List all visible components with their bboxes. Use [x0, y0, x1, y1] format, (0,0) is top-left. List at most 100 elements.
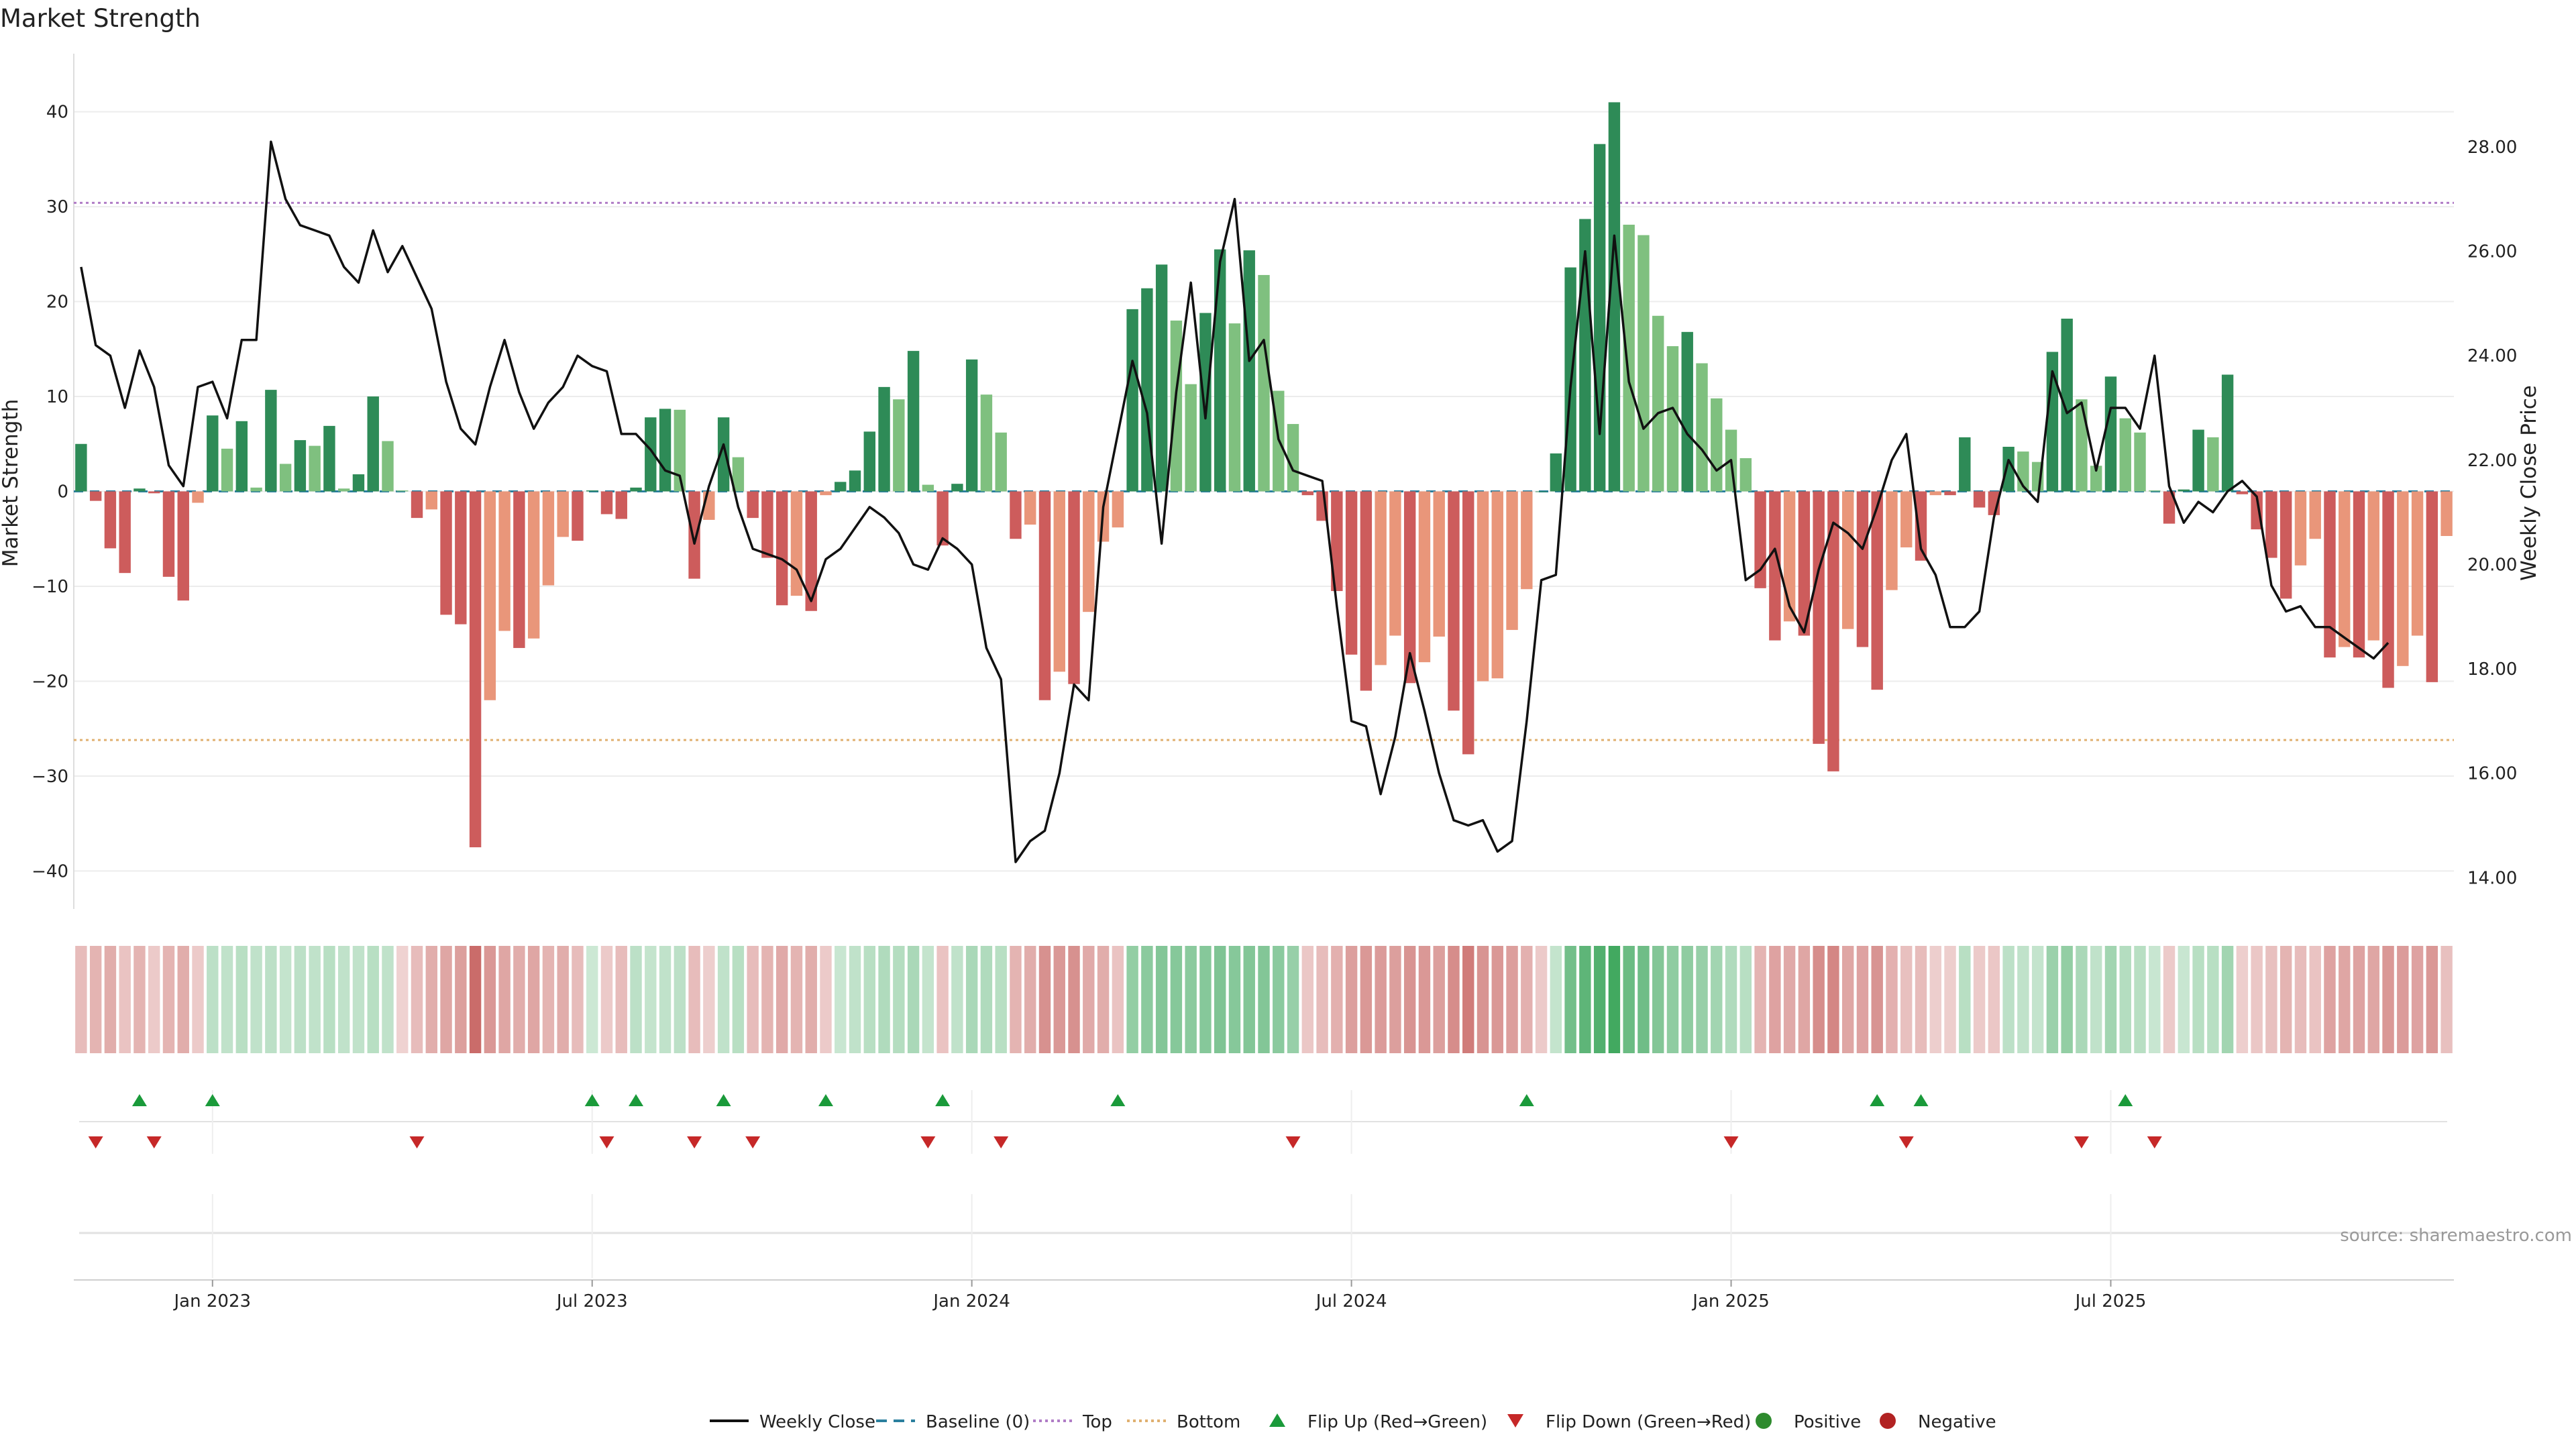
heat-cell [1214, 946, 1226, 1053]
heat-cell [1900, 946, 1913, 1053]
heat-cell [411, 946, 423, 1053]
strength-bar [805, 491, 817, 611]
strength-bar [615, 491, 627, 519]
heat-cell [2251, 946, 2263, 1053]
heat-cell [835, 946, 847, 1053]
flip-down-marker [1898, 1136, 1914, 1148]
heat-cell [1185, 946, 1197, 1053]
heat-cell [1608, 946, 1621, 1053]
heat-cell [1666, 946, 1679, 1053]
strength-bar [1681, 331, 1693, 492]
strength-bar [75, 443, 87, 492]
strength-bar [1944, 491, 1956, 496]
strength-bar [820, 491, 832, 496]
strength-bar [1287, 424, 1299, 492]
strength-bar [2353, 491, 2365, 658]
strength-bar [1462, 491, 1474, 755]
flip-down-marker [409, 1136, 425, 1148]
heat-cell [1112, 946, 1124, 1053]
strength-bar [572, 491, 584, 541]
strength-bar [557, 491, 569, 537]
heat-cell [586, 946, 598, 1053]
strength-bar [2207, 437, 2219, 492]
strength-bar [1375, 491, 1387, 665]
strength-bar [659, 409, 672, 492]
heat-cell [747, 946, 759, 1053]
strength-bar [1418, 491, 1431, 663]
flip-up-marker [584, 1094, 600, 1106]
heat-cell [1273, 946, 1285, 1053]
heat-cell [2163, 946, 2176, 1053]
heat-cell [1739, 946, 1752, 1053]
legend-item: Negative [1880, 1412, 1996, 1432]
strength-bar [1696, 363, 1708, 492]
heat-cell [1638, 946, 1650, 1053]
heat-cell [936, 946, 949, 1053]
strength-bar [1929, 491, 1941, 496]
legend-item: Bottom [1127, 1412, 1240, 1432]
strength-bar [1155, 264, 1168, 492]
flip-up-marker [2118, 1094, 2133, 1106]
heat-cell [2236, 946, 2249, 1053]
strength-bar [2339, 491, 2351, 647]
strength-bar [1900, 491, 1913, 547]
flip-up-marker [1110, 1094, 1126, 1106]
heat-cell [645, 946, 657, 1053]
heat-cell [965, 946, 978, 1053]
heat-cell [1783, 946, 1796, 1053]
strength-bar [2265, 491, 2277, 558]
heat-cell [1097, 946, 1110, 1053]
strength-bar [396, 490, 409, 492]
heat-cell [1696, 946, 1708, 1053]
strength-bar [221, 448, 233, 492]
strength-bar [835, 482, 847, 492]
strength-bar [235, 421, 248, 492]
y2-tick-label: 28.00 [2467, 138, 2517, 158]
heat-cell [1258, 946, 1270, 1053]
strength-bar [2046, 352, 2059, 492]
heat-cell [557, 946, 569, 1053]
heat-cell [498, 946, 511, 1053]
heat-cell [674, 946, 686, 1053]
heat-cell [133, 946, 146, 1053]
strength-bar [936, 491, 949, 546]
strength-bar [1915, 491, 1927, 561]
strength-bar [1433, 491, 1445, 637]
heat-cell [2279, 946, 2292, 1053]
strength-bar [1068, 491, 1080, 684]
strength-bar [907, 351, 920, 492]
strength-bar [1623, 224, 1635, 492]
heat-cell [484, 946, 496, 1053]
heat-cell [820, 946, 832, 1053]
strength-bar [2440, 491, 2453, 536]
flip-up-marker [629, 1094, 644, 1106]
strength-bar [513, 491, 525, 648]
heat-cell [1944, 946, 1956, 1053]
heat-cell [922, 946, 934, 1053]
legend-label: Negative [1918, 1412, 1996, 1432]
y2-axis-label: Weekly Close Price [2517, 385, 2541, 581]
strength-bar [2382, 491, 2394, 688]
flip-up-marker [131, 1094, 147, 1106]
heat-cell [1024, 946, 1036, 1053]
flip-up-marker [1913, 1094, 1929, 1106]
strength-bar [1112, 491, 1124, 528]
heat-cell [207, 946, 219, 1053]
strength-bar [674, 409, 686, 492]
strength-bar [645, 417, 657, 492]
heat-cell [1841, 946, 1854, 1053]
strength-bar [1199, 313, 1212, 492]
heat-cell [2119, 946, 2131, 1053]
legend-item: Positive [1756, 1412, 1861, 1432]
strength-bar [207, 415, 219, 492]
flip-up-marker [205, 1094, 220, 1106]
heat-cell [1418, 946, 1431, 1053]
strength-bar [1403, 491, 1416, 684]
heat-cell [2382, 946, 2394, 1053]
heat-cell [1316, 946, 1328, 1053]
heat-cell [1403, 946, 1416, 1053]
strength-bar [849, 470, 861, 492]
heat-cell [1345, 946, 1358, 1053]
strength-bar [863, 431, 876, 492]
strength-bar [922, 484, 934, 492]
